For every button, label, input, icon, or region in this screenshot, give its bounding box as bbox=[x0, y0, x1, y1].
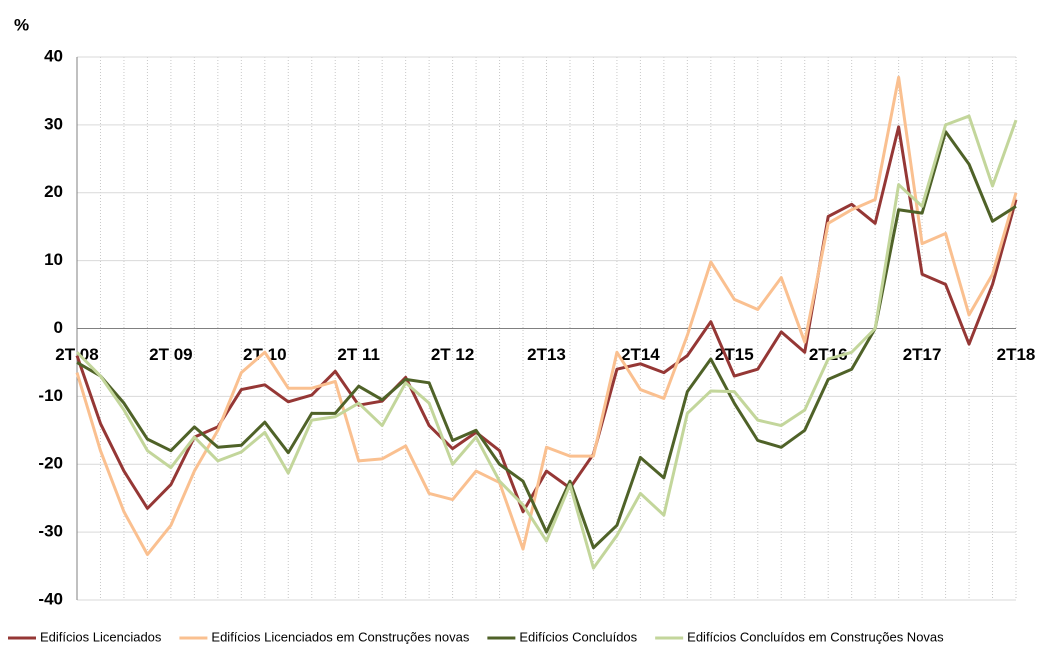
series-line bbox=[75, 75, 1018, 557]
legend-label: Edifícios Concluídos bbox=[519, 629, 637, 644]
series-line bbox=[75, 125, 1018, 514]
y-tick-label: 30 bbox=[44, 114, 63, 133]
series-line bbox=[75, 114, 1018, 570]
x-tick-label: 2T 12 bbox=[431, 345, 474, 364]
x-tick-label: 2T16 bbox=[809, 345, 848, 364]
legend-label: Edifícios Licenciados bbox=[40, 629, 162, 644]
x-tick-label: 2T15 bbox=[715, 345, 754, 364]
y-tick-label: -20 bbox=[38, 454, 63, 473]
y-tick-label: -30 bbox=[38, 522, 63, 541]
x-tick-label: 2T 11 bbox=[337, 345, 380, 364]
y-tick-label: 0 bbox=[54, 318, 63, 337]
x-tick-label: 2T18 bbox=[997, 345, 1036, 364]
y-tick-label: 40 bbox=[44, 46, 63, 65]
y-tick-label: -40 bbox=[38, 589, 63, 608]
x-tick-label: 2T17 bbox=[903, 345, 942, 364]
x-tick-label: 2T 09 bbox=[149, 345, 192, 364]
x-tick-label: 2T14 bbox=[621, 345, 660, 364]
y-axis-label: % bbox=[14, 15, 29, 34]
x-tick-label: 2T 08 bbox=[55, 345, 98, 364]
series-line bbox=[76, 130, 1017, 550]
y-tick-label: 20 bbox=[44, 182, 63, 201]
y-tick-label: -10 bbox=[38, 386, 63, 405]
y-tick-label: 10 bbox=[44, 250, 63, 269]
legend-label: Edifícios Licenciados em Construções nov… bbox=[211, 629, 469, 644]
x-tick-label: 2T13 bbox=[527, 345, 566, 364]
legend-label: Edifícios Concluídos em Construções Nova… bbox=[687, 629, 944, 644]
